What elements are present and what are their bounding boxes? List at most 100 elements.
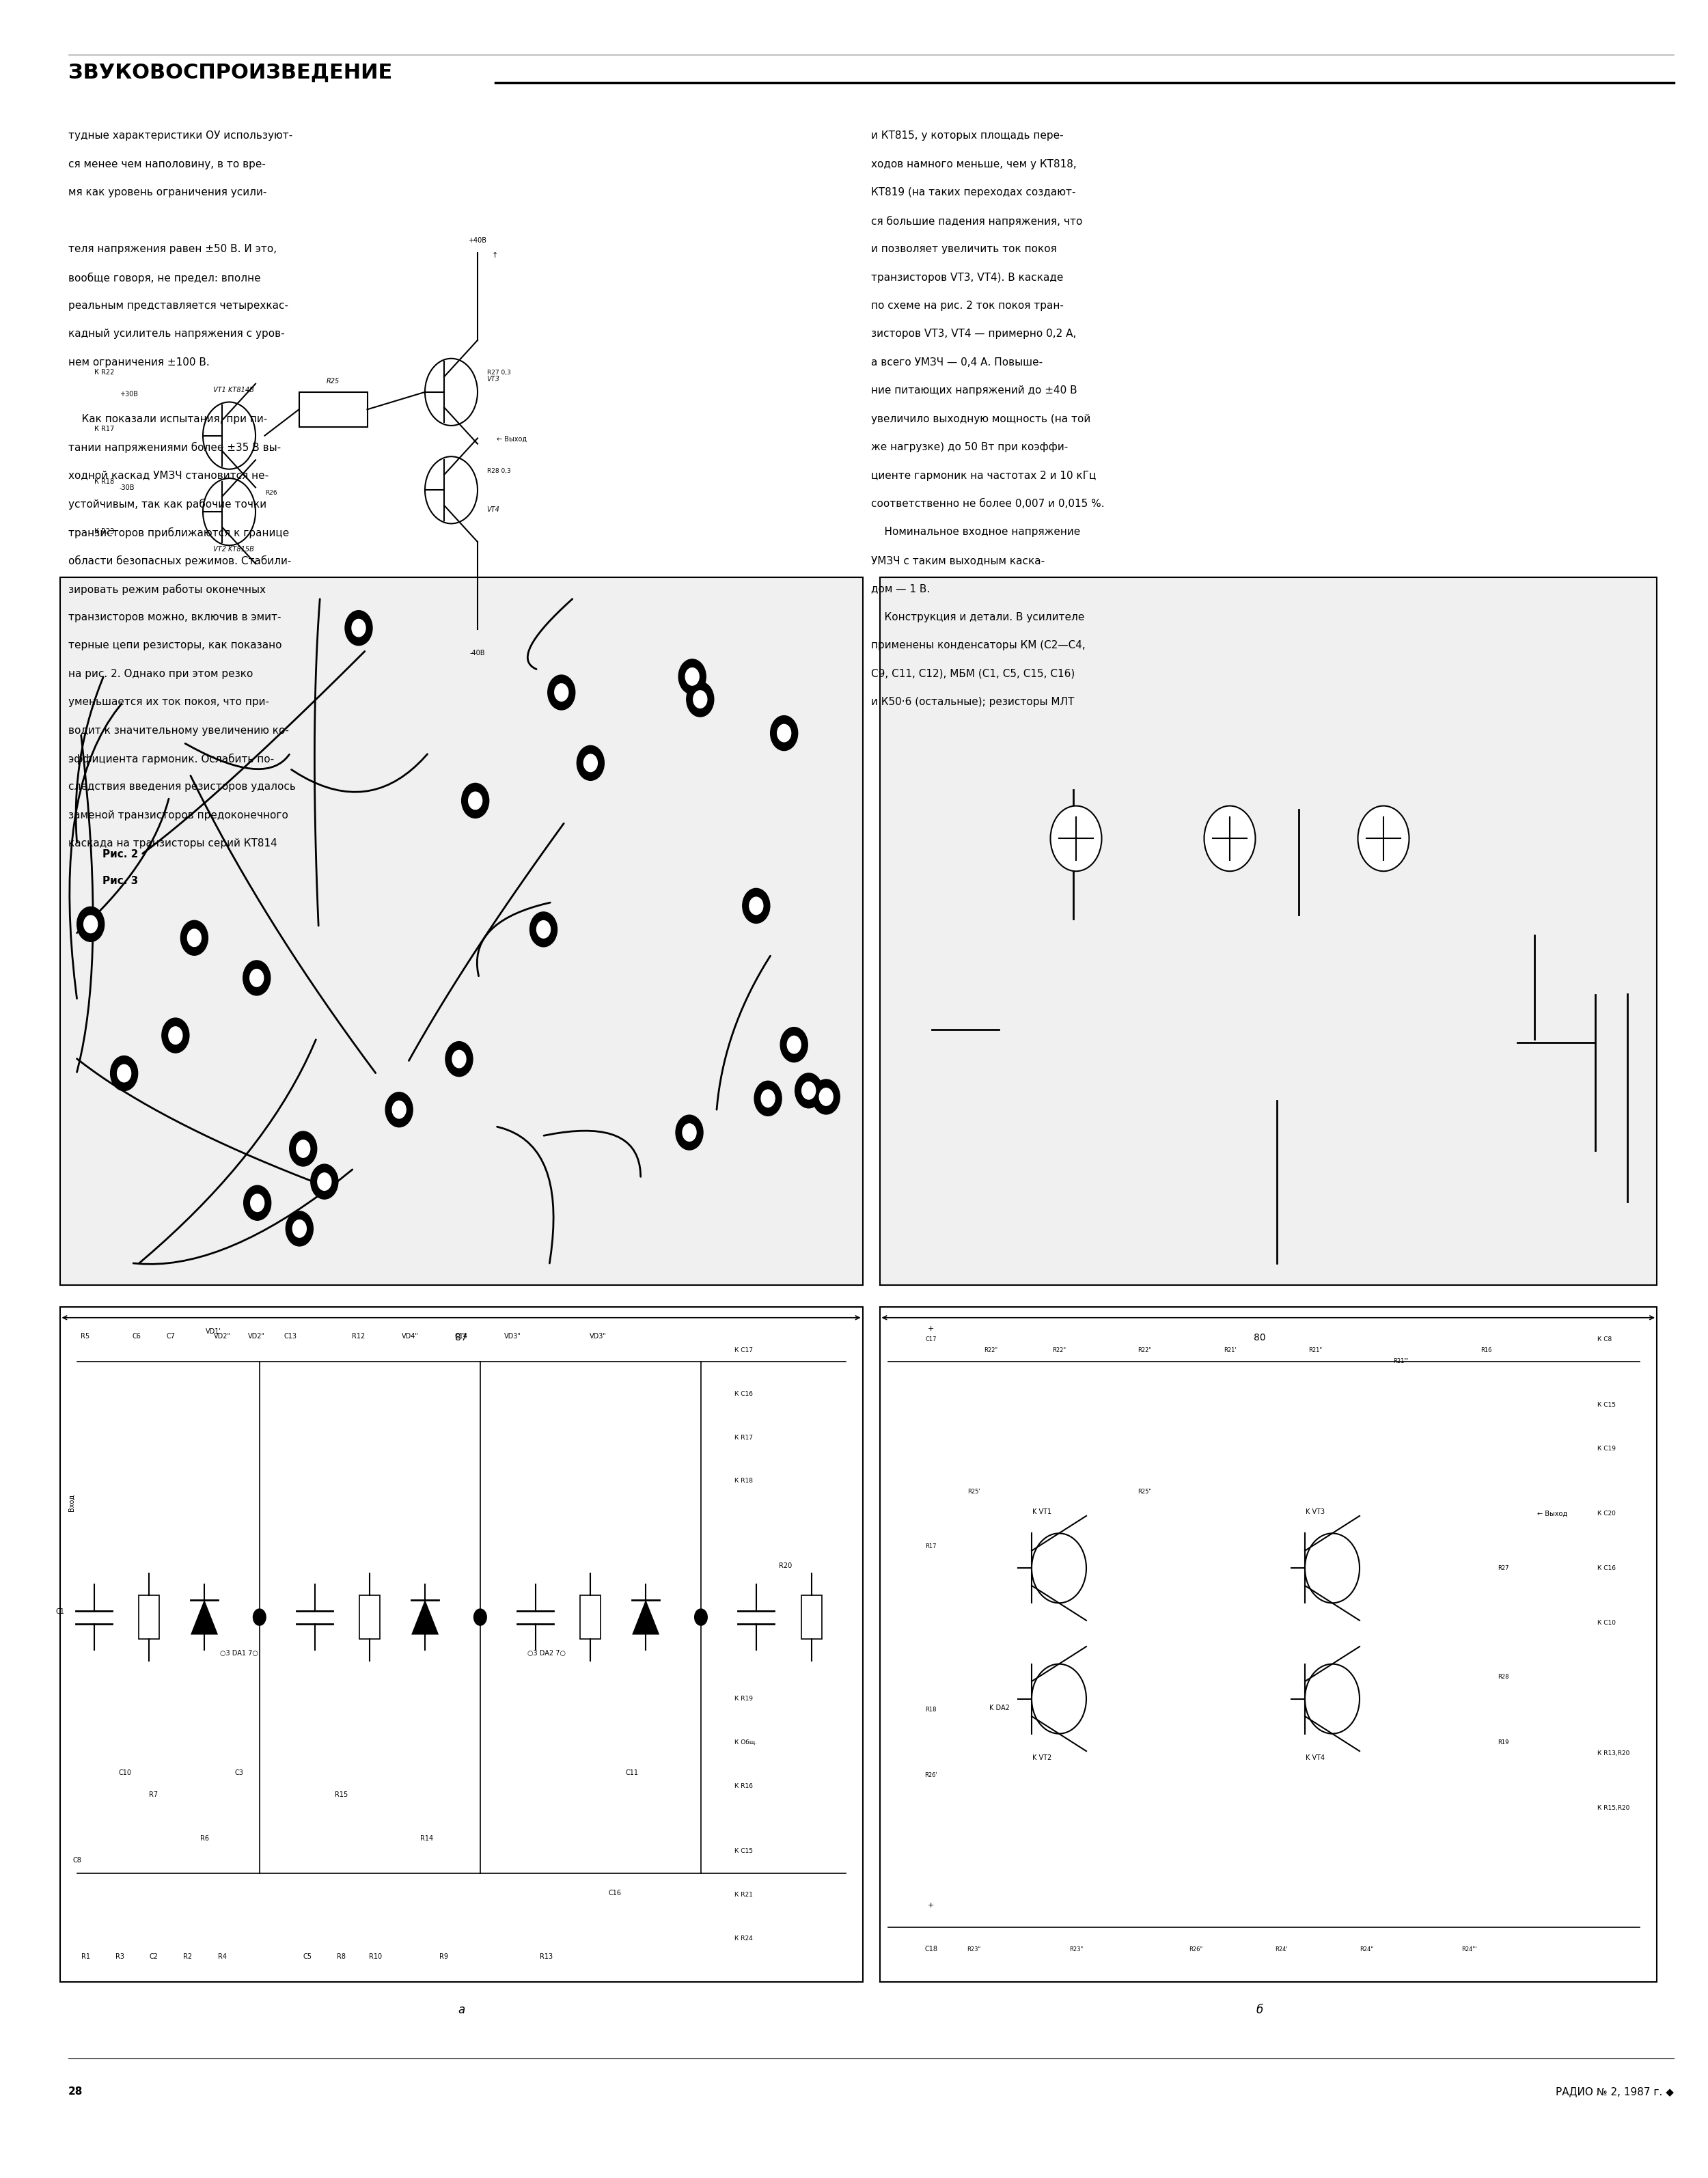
Text: R23": R23" — [1069, 1947, 1083, 1951]
Text: тудные характеристики ОУ используют-: тудные характеристики ОУ используют- — [68, 131, 292, 142]
Text: R5: R5 — [80, 1333, 91, 1339]
Text: К R24: К R24 — [734, 1936, 753, 1941]
Circle shape — [162, 1017, 190, 1052]
Text: КТ819 (на таких переходах создают-: КТ819 (на таких переходах создают- — [871, 187, 1076, 198]
Text: УМЗЧ с таким выходным каска-: УМЗЧ с таким выходным каска- — [871, 555, 1045, 566]
Bar — [801, 1594, 822, 1640]
Circle shape — [473, 1607, 487, 1625]
Text: R28: R28 — [1498, 1675, 1508, 1679]
Circle shape — [676, 1115, 704, 1150]
Circle shape — [111, 1056, 138, 1091]
Text: R22": R22" — [1138, 1348, 1151, 1353]
Text: R26": R26" — [1189, 1947, 1202, 1951]
Text: нем ограничения ±100 В.: нем ограничения ±100 В. — [68, 357, 210, 368]
Bar — [880, 1307, 1657, 1982]
Circle shape — [253, 1607, 266, 1625]
Text: R24': R24' — [1274, 1947, 1288, 1951]
Circle shape — [1050, 806, 1102, 871]
Text: ○3 DA1 7○: ○3 DA1 7○ — [220, 1649, 258, 1657]
Text: К R17: К R17 — [734, 1435, 753, 1440]
Circle shape — [318, 1174, 331, 1191]
Text: ○3 DA2 7○: ○3 DA2 7○ — [528, 1649, 565, 1657]
Text: следствия введения резисторов удалось: следствия введения резисторов удалось — [68, 782, 295, 793]
Circle shape — [249, 969, 263, 987]
Text: C16: C16 — [608, 1888, 622, 1897]
FancyBboxPatch shape — [299, 392, 367, 427]
Text: R22": R22" — [1052, 1348, 1066, 1353]
Circle shape — [693, 690, 707, 708]
Text: ходов намного меньше, чем у КТ818,: ходов намного меньше, чем у КТ818, — [871, 159, 1076, 170]
Bar — [880, 577, 1657, 1285]
Circle shape — [295, 1139, 309, 1157]
Circle shape — [693, 1607, 707, 1625]
Text: ЗВУКОВОСПРОИЗВЕДЕНИЕ: ЗВУКОВОСПРОИЗВЕДЕНИЕ — [68, 63, 393, 83]
Circle shape — [118, 1065, 132, 1082]
Circle shape — [794, 1074, 822, 1109]
Circle shape — [461, 784, 488, 819]
Text: R21': R21' — [1223, 1348, 1237, 1353]
Text: б: б — [1255, 2004, 1264, 2017]
Text: K VT1: K VT1 — [1032, 1507, 1052, 1516]
Text: C3: C3 — [234, 1769, 244, 1777]
Text: по схеме на рис. 2 ток покоя тран-: по схеме на рис. 2 ток покоя тран- — [871, 301, 1064, 311]
Circle shape — [536, 921, 550, 939]
Bar — [60, 1307, 863, 1982]
Text: К Общ.: К Общ. — [734, 1740, 757, 1745]
Text: терные цепи резисторы, как показано: терные цепи резисторы, как показано — [68, 640, 282, 651]
Text: C13: C13 — [284, 1333, 297, 1339]
Text: C1: C1 — [55, 1607, 65, 1616]
Circle shape — [548, 675, 576, 710]
Circle shape — [285, 1211, 313, 1246]
Circle shape — [453, 1050, 466, 1067]
Text: VD3": VD3" — [589, 1333, 606, 1339]
Text: С17: С17 — [926, 1337, 936, 1342]
Circle shape — [1358, 806, 1409, 871]
Text: R24": R24" — [1360, 1947, 1373, 1951]
Text: R14: R14 — [420, 1834, 434, 1843]
Text: С9, С11, С12), МБМ (С1, С5, С15, С16): С9, С11, С12), МБМ (С1, С5, С15, С16) — [871, 669, 1074, 680]
Text: R10: R10 — [369, 1954, 383, 1960]
Circle shape — [446, 1041, 473, 1076]
Text: 87: 87 — [454, 1333, 468, 1342]
Text: а: а — [458, 2004, 465, 2017]
Text: +40В: +40В — [468, 237, 487, 244]
Text: +30В: +30В — [120, 390, 138, 399]
Text: Как показали испытания, при пи-: Как показали испытания, при пи- — [68, 414, 266, 425]
Text: R26: R26 — [265, 490, 277, 497]
Circle shape — [1204, 806, 1255, 871]
Text: эффициента гармоник. Ослабить по-: эффициента гармоник. Ослабить по- — [68, 754, 273, 764]
Text: вообще говоря, не предел: вполне: вообще говоря, не предел: вполне — [68, 272, 261, 283]
Text: ходной каскад УМЗЧ становится не-: ходной каскад УМЗЧ становится не- — [68, 470, 268, 481]
Text: C10: C10 — [118, 1769, 132, 1777]
Text: C5: C5 — [302, 1954, 313, 1960]
Circle shape — [743, 889, 770, 923]
Text: R18: R18 — [926, 1708, 936, 1712]
Text: К R19: К R19 — [734, 1697, 753, 1701]
Text: 28: 28 — [68, 2087, 84, 2097]
Text: K VT3: K VT3 — [1305, 1507, 1325, 1516]
Polygon shape — [632, 1599, 659, 1634]
Text: -30В: -30В — [120, 484, 135, 492]
Circle shape — [169, 1026, 183, 1043]
Circle shape — [577, 745, 605, 780]
Text: VТ4: VТ4 — [487, 505, 500, 514]
Text: К C16: К C16 — [734, 1392, 753, 1396]
Text: R9: R9 — [439, 1954, 449, 1960]
Text: Рис. 2: Рис. 2 — [102, 849, 138, 860]
Circle shape — [777, 725, 791, 743]
Text: R6: R6 — [200, 1834, 210, 1843]
Circle shape — [251, 1194, 265, 1211]
Circle shape — [687, 682, 714, 717]
Text: уменьшается их ток покоя, что при-: уменьшается их ток покоя, что при- — [68, 697, 270, 708]
Circle shape — [77, 906, 104, 941]
Text: К R21: К R21 — [734, 1893, 753, 1897]
Text: РАДИО № 2, 1987 г. ◆: РАДИО № 2, 1987 г. ◆ — [1556, 2087, 1674, 2097]
Text: R25': R25' — [967, 1490, 980, 1494]
Text: ← Выход: ← Выход — [1537, 1509, 1568, 1518]
Text: VD4": VD4" — [401, 1333, 418, 1339]
Circle shape — [243, 960, 270, 995]
Text: теля напряжения равен ±50 В. И это,: теля напряжения равен ±50 В. И это, — [68, 244, 277, 255]
Bar — [360, 1594, 381, 1640]
Circle shape — [685, 669, 699, 686]
Text: R23": R23" — [967, 1947, 980, 1951]
